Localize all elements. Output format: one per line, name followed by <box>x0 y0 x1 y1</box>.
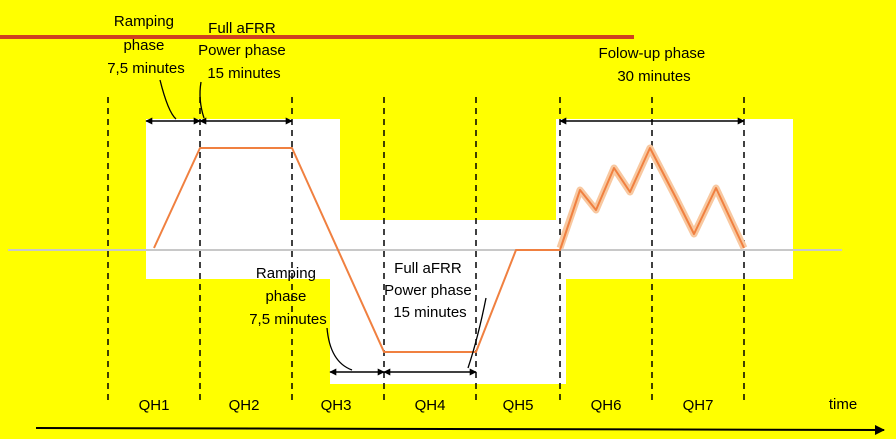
full-power-label-1: Full aFRR Power phase 15 minutes <box>198 20 290 82</box>
qh-label: QH5 <box>503 397 534 414</box>
full-power-label-2-line: Power phase <box>384 282 472 299</box>
phase-arrows <box>145 117 745 376</box>
callout-ramping-1 <box>159 79 177 120</box>
qh-labels: QH1 QH2 QH3 QH4 QH5 QH6 QH7 <box>139 397 714 414</box>
time-axis-label: time <box>829 396 857 413</box>
full-power-label-2-line: 15 minutes <box>393 304 466 321</box>
full-power-label-2-line: Full aFRR <box>394 260 462 277</box>
ramping-label-1: Ramping phase 7,5 minutes <box>107 13 185 77</box>
followup-label-line: 30 minutes <box>617 68 690 85</box>
ramping-label-2-line: phase <box>265 288 306 305</box>
full-power-label-2: Full aFRR Power phase 15 minutes <box>384 260 476 321</box>
full-power-label-1-line: Full aFRR <box>208 20 276 37</box>
ramping-label-1-line: phase <box>123 37 164 54</box>
callout-ramping-2 <box>326 327 353 371</box>
qh-label: QH4 <box>415 397 446 414</box>
followup-label: Folow-up phase 30 minutes <box>599 45 710 85</box>
full-power-label-1-line: Power phase <box>198 42 286 59</box>
ramping-label-1-line: Ramping <box>114 13 174 30</box>
ramping-label-2-line: 7,5 minutes <box>249 311 327 328</box>
time-axis-arrow <box>35 424 885 435</box>
callouts <box>159 79 487 371</box>
qh-label: QH3 <box>321 397 352 414</box>
ramping-label-2: Ramping phase 7,5 minutes <box>249 265 327 328</box>
power-signal <box>153 147 745 353</box>
qh-label: QH6 <box>591 397 622 414</box>
middle-panel <box>330 220 566 384</box>
qh-label: QH2 <box>229 397 260 414</box>
followup-label-line: Folow-up phase <box>599 45 706 62</box>
qh-label: QH1 <box>139 397 170 414</box>
qh-label: QH7 <box>683 397 714 414</box>
callout-full-power-1 <box>199 81 205 119</box>
ramping-label-1-line: 7,5 minutes <box>107 60 185 77</box>
full-power-label-1-line: 15 minutes <box>207 65 280 82</box>
callout-full-power-2 <box>467 297 487 369</box>
ramp-up-panel <box>146 119 340 279</box>
ramping-label-2-line: Ramping <box>256 265 316 282</box>
